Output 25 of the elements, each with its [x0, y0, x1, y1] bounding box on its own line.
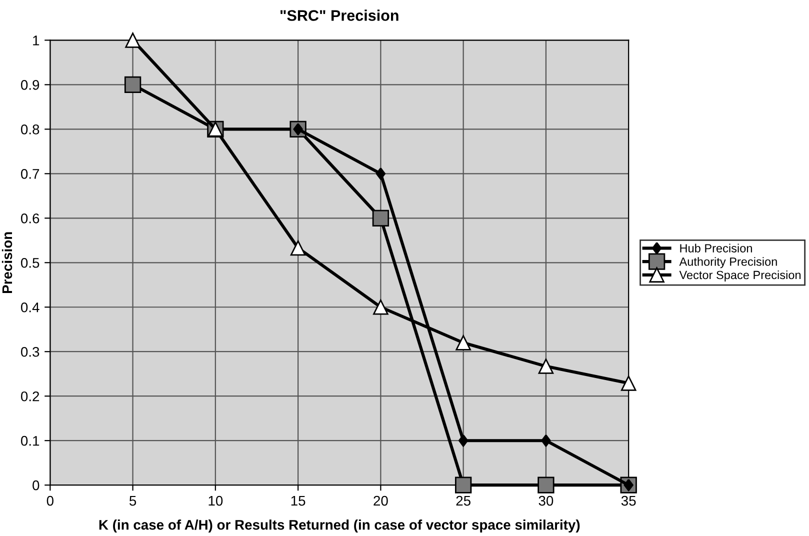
legend-label: Authority Precision [679, 257, 777, 268]
y-tick-label: 0.3 [20, 346, 40, 357]
y-tick-label: 0.9 [20, 80, 40, 90]
y-tick-label: 0 [32, 480, 40, 490]
x-tick-label: 30 [538, 496, 554, 506]
x-tick-label: 20 [374, 496, 388, 506]
y-tick-label: 0.4 [20, 302, 40, 312]
y-tick-label: 0.2 [20, 391, 40, 402]
x-axis-title: K (in case of A/H) or Results Returned (in case of vector space similarity) [99, 520, 580, 532]
x-tick-label: 15 [291, 496, 306, 506]
x-tick-label: 10 [208, 496, 223, 506]
y-axis-title: Precision [2, 232, 12, 293]
chart-title: "SRC" Precision [280, 10, 398, 21]
y-tick-label: 0.1 [20, 436, 40, 446]
x-tick-label: 5 [129, 496, 136, 506]
x-tick-label: 0 [46, 496, 54, 506]
y-tick-label: 0.5 [20, 258, 40, 268]
y-tick-label: 0.6 [20, 213, 40, 224]
y-tick-label: 1 [33, 36, 40, 46]
x-tick-label: 35 [621, 496, 636, 506]
legend-label: Vector Space Precision [679, 270, 801, 282]
legend-label: Hub Precision [680, 244, 752, 252]
y-tick-label: 0.8 [20, 124, 40, 134]
y-tick-label: 0.7 [20, 169, 40, 179]
x-tick-label: 25 [456, 496, 470, 506]
